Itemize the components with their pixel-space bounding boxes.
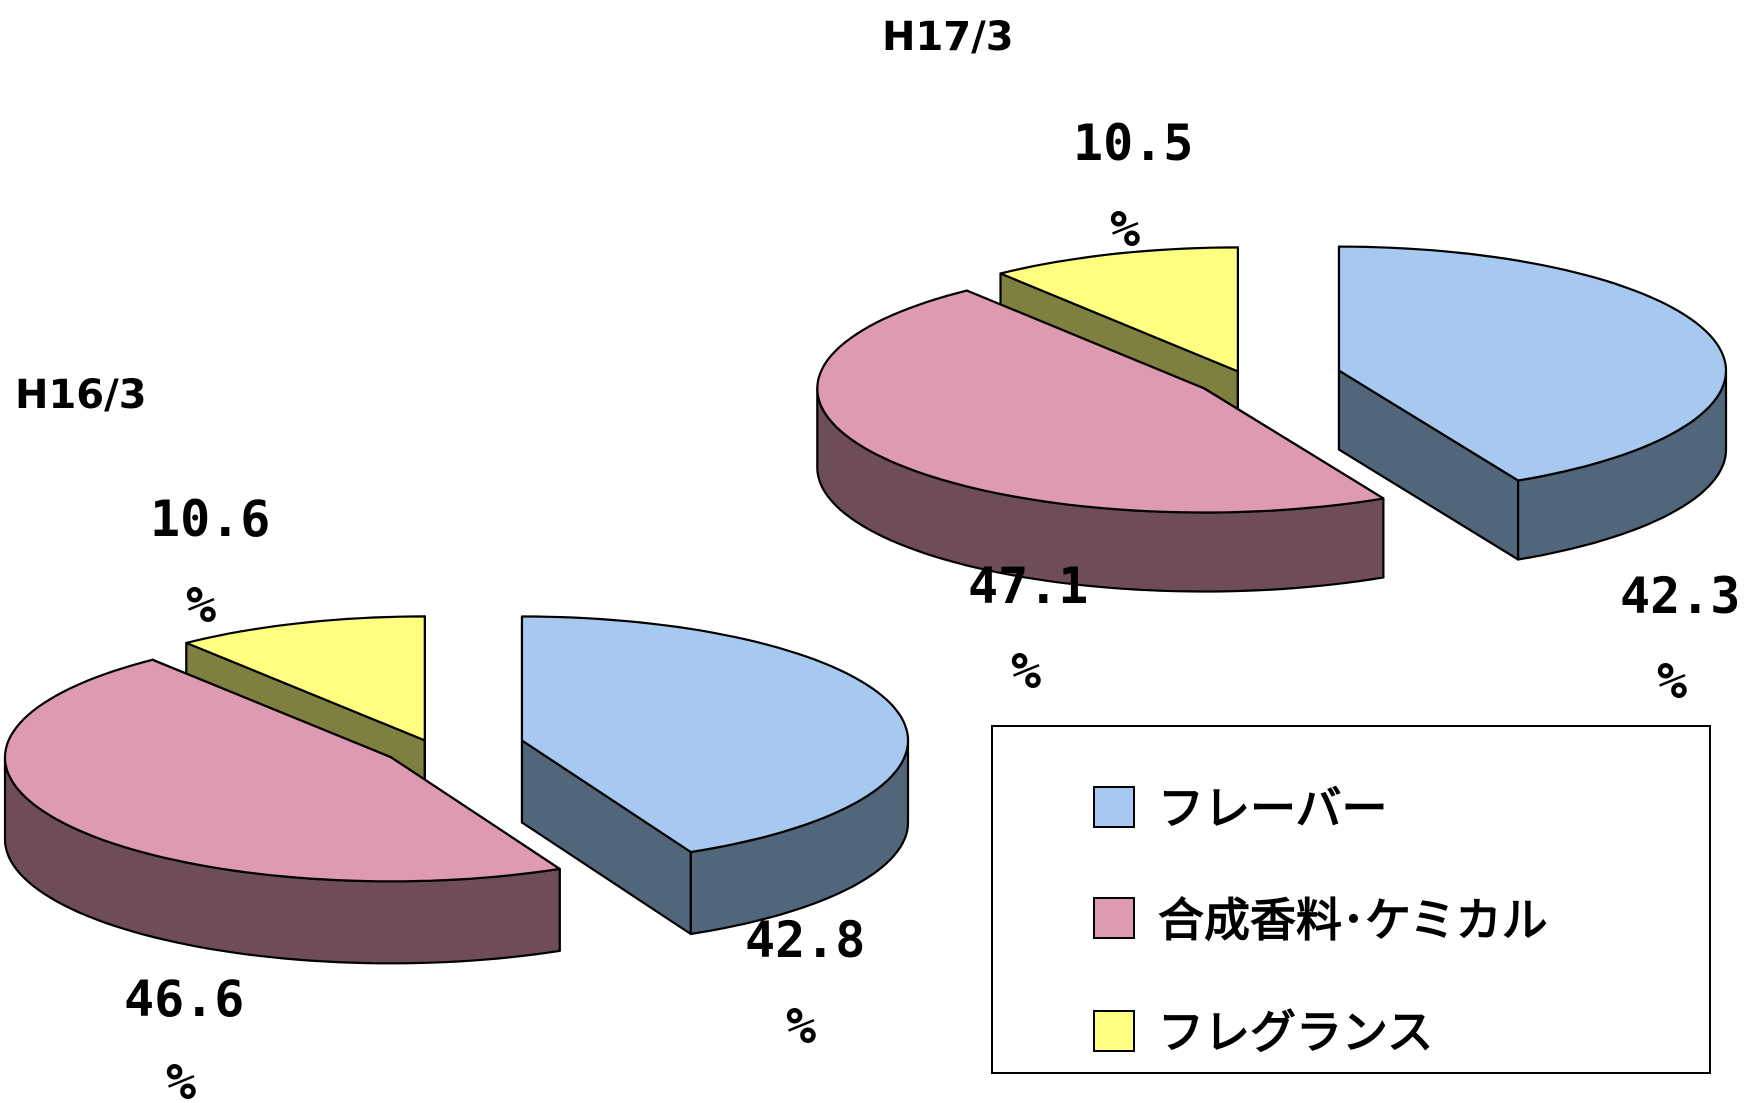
data-label-h17-chemical: 47.1	[968, 557, 1088, 615]
slice-top-flavor	[1337, 245, 1728, 482]
data-label-h16-flavor-unit: %	[786, 997, 816, 1055]
legend-swatch-chemical	[1093, 897, 1135, 939]
data-label-h17-fragrance-unit: %	[1110, 200, 1140, 258]
data-label-h16-flavor: 42.8	[745, 911, 865, 969]
slice-top-chemical	[816, 289, 1385, 514]
data-label-h17-flavor-unit: %	[1657, 652, 1687, 710]
slice-top-fragrance	[999, 246, 1240, 373]
chart-title-h17: H17/3	[882, 14, 1014, 60]
legend-swatch-flavor	[1093, 786, 1135, 828]
legend-label-flavor: フレーバー	[1158, 781, 1388, 835]
data-label-h16-chemical-unit: %	[166, 1053, 196, 1103]
pie-chart-h16: H16/3 10.6 % 42.8 % 46.6 %	[3, 372, 910, 1103]
legend-swatch-fragrance	[1093, 1010, 1135, 1052]
data-label-h17-chemical-unit: %	[1011, 642, 1041, 700]
data-label-h16-fragrance-unit: %	[186, 576, 216, 634]
data-label-h16-chemical: 46.6	[124, 970, 244, 1028]
data-label-h16-fragrance: 10.6	[150, 490, 270, 548]
pie-slices-h17	[816, 245, 1728, 593]
slice-top-fragrance	[185, 615, 426, 742]
pie-slices-h16	[3, 615, 910, 965]
data-label-h17-flavor: 42.3	[1620, 567, 1740, 625]
slice-chemical	[816, 289, 1385, 593]
slice-flavor	[1337, 245, 1728, 561]
legend-label-fragrance: フレグランス	[1158, 1005, 1433, 1059]
chart-title-h16: H16/3	[15, 372, 147, 418]
pie-chart-h17: H17/3 10.5 % 42.3 % 47.1 %	[816, 14, 1740, 710]
slice-top-chemical	[3, 658, 561, 883]
slice-top-flavor	[520, 615, 910, 854]
legend: フレーバー 合成香料･ケミカル フレグランス	[991, 725, 1711, 1074]
slice-flavor	[520, 615, 910, 936]
legend-label-chemical: 合成香料･ケミカル	[1158, 893, 1548, 947]
slice-chemical	[3, 658, 561, 965]
data-label-h17-fragrance: 10.5	[1073, 114, 1193, 172]
